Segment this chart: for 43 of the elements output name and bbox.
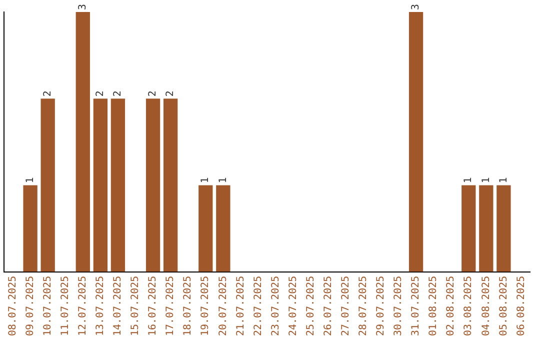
data-label: 3 bbox=[77, 4, 88, 10]
x-tick-label: 26.07.2025 bbox=[322, 276, 334, 336]
x-tick-label: 17.07.2025 bbox=[165, 276, 176, 336]
data-label: 1 bbox=[463, 177, 474, 184]
data-label: 1 bbox=[24, 177, 36, 184]
data-label: 1 bbox=[498, 177, 510, 184]
x-tick-label: 09.07.2025 bbox=[24, 276, 36, 336]
x-tick-label: 13.07.2025 bbox=[95, 276, 106, 336]
data-label: 2 bbox=[165, 90, 176, 97]
x-tick-label: 18.07.2025 bbox=[182, 276, 194, 336]
x-tick-label: 05.08.2025 bbox=[498, 276, 510, 336]
x-tick-label: 25.07.2025 bbox=[305, 276, 316, 336]
x-tick-label: 14.07.2025 bbox=[112, 276, 124, 336]
data-label: 2 bbox=[95, 90, 106, 97]
x-tick-label: 12.07.2025 bbox=[77, 276, 88, 336]
x-tick-label: 01.08.2025 bbox=[428, 276, 440, 336]
x-tick-label: 19.07.2025 bbox=[200, 276, 212, 336]
data-label: 3 bbox=[410, 4, 422, 10]
data-label: 2 bbox=[112, 90, 124, 97]
x-tick-label: 04.08.2025 bbox=[480, 276, 492, 336]
x-tick-label: 11.07.2025 bbox=[60, 276, 71, 336]
x-tick-label: 31.07.2025 bbox=[410, 276, 422, 336]
x-tick-label: 20.07.2025 bbox=[218, 276, 229, 336]
x-tick-label: 28.07.2025 bbox=[358, 276, 370, 336]
data-label: 1 bbox=[480, 177, 492, 184]
x-tick-label: 02.08.2025 bbox=[446, 276, 457, 336]
data-label: 1 bbox=[218, 177, 229, 184]
data-label: 2 bbox=[148, 90, 159, 97]
x-tick-label: 30.07.2025 bbox=[393, 276, 404, 336]
x-tick-label: 03.08.2025 bbox=[463, 276, 474, 336]
x-tick-label: 29.07.2025 bbox=[376, 276, 387, 336]
x-tick-label: 24.07.2025 bbox=[288, 276, 299, 336]
x-tick-label: 22.07.2025 bbox=[252, 276, 264, 336]
x-tick-label: 10.07.2025 bbox=[42, 276, 54, 336]
x-tick-label: 27.07.2025 bbox=[340, 276, 352, 336]
data-label: 1 bbox=[200, 177, 212, 184]
x-tick-label: 15.07.2025 bbox=[130, 276, 142, 336]
x-tick-label: 23.07.2025 bbox=[270, 276, 282, 336]
x-tick-label: 16.07.2025 bbox=[148, 276, 159, 336]
x-tick-label: 06.08.2025 bbox=[516, 276, 527, 336]
x-tick-label: 21.07.2025 bbox=[235, 276, 246, 336]
x-tick-label: 08.07.2025 bbox=[7, 276, 18, 336]
data-label: 2 bbox=[42, 90, 54, 97]
